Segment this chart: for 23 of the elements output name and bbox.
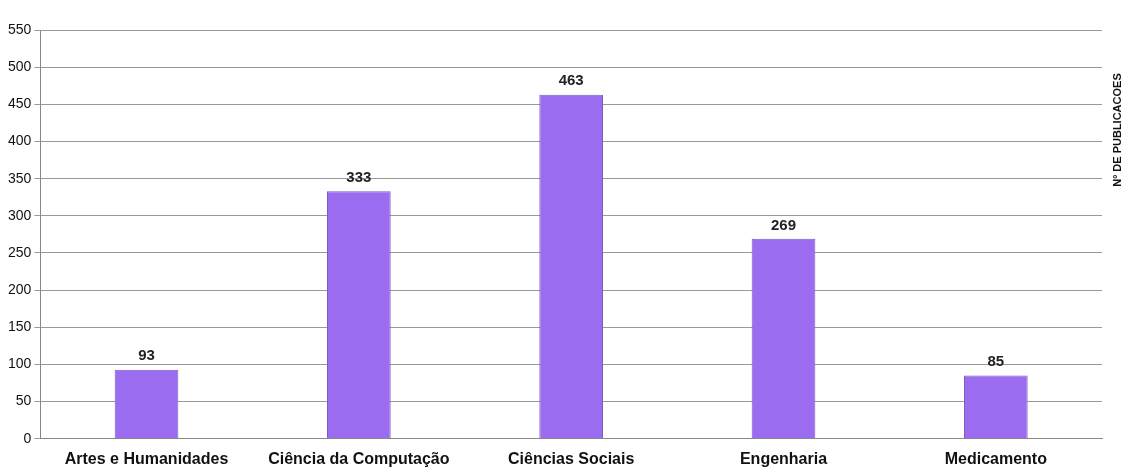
y-tick-label: 400 xyxy=(8,132,32,149)
x-tick-label: Ciências Sociais xyxy=(508,449,635,467)
y-tick-label: 150 xyxy=(8,318,32,335)
y-tick-label: 450 xyxy=(8,95,32,112)
x-tick-label: Engenharia xyxy=(739,449,828,467)
data-label: 269 xyxy=(770,215,797,233)
y-tick-label: 500 xyxy=(8,58,32,75)
x-tick-label: Ciência da Computação xyxy=(268,449,450,467)
y-tick-label: 350 xyxy=(8,169,32,186)
data-label: 333 xyxy=(346,167,372,185)
y-tick-label: 550 xyxy=(8,20,32,37)
y-tick-label: 300 xyxy=(8,206,32,223)
y-axis-title: Nº DE PUBLICACOES xyxy=(1111,73,1124,187)
data-label: 463 xyxy=(558,71,584,89)
x-tick-label: Artes e Humanidades xyxy=(64,449,229,467)
y-tick-label: 250 xyxy=(8,243,32,260)
y-tick-label: 200 xyxy=(8,281,32,297)
y-tick-label: 100 xyxy=(8,355,32,372)
y-tick-label: 0 xyxy=(23,429,32,446)
data-label: 85 xyxy=(987,352,1005,370)
x-tick-label: Medicamento xyxy=(944,449,1048,467)
y-tick-label: 50 xyxy=(15,392,32,409)
data-label: 93 xyxy=(138,346,155,364)
